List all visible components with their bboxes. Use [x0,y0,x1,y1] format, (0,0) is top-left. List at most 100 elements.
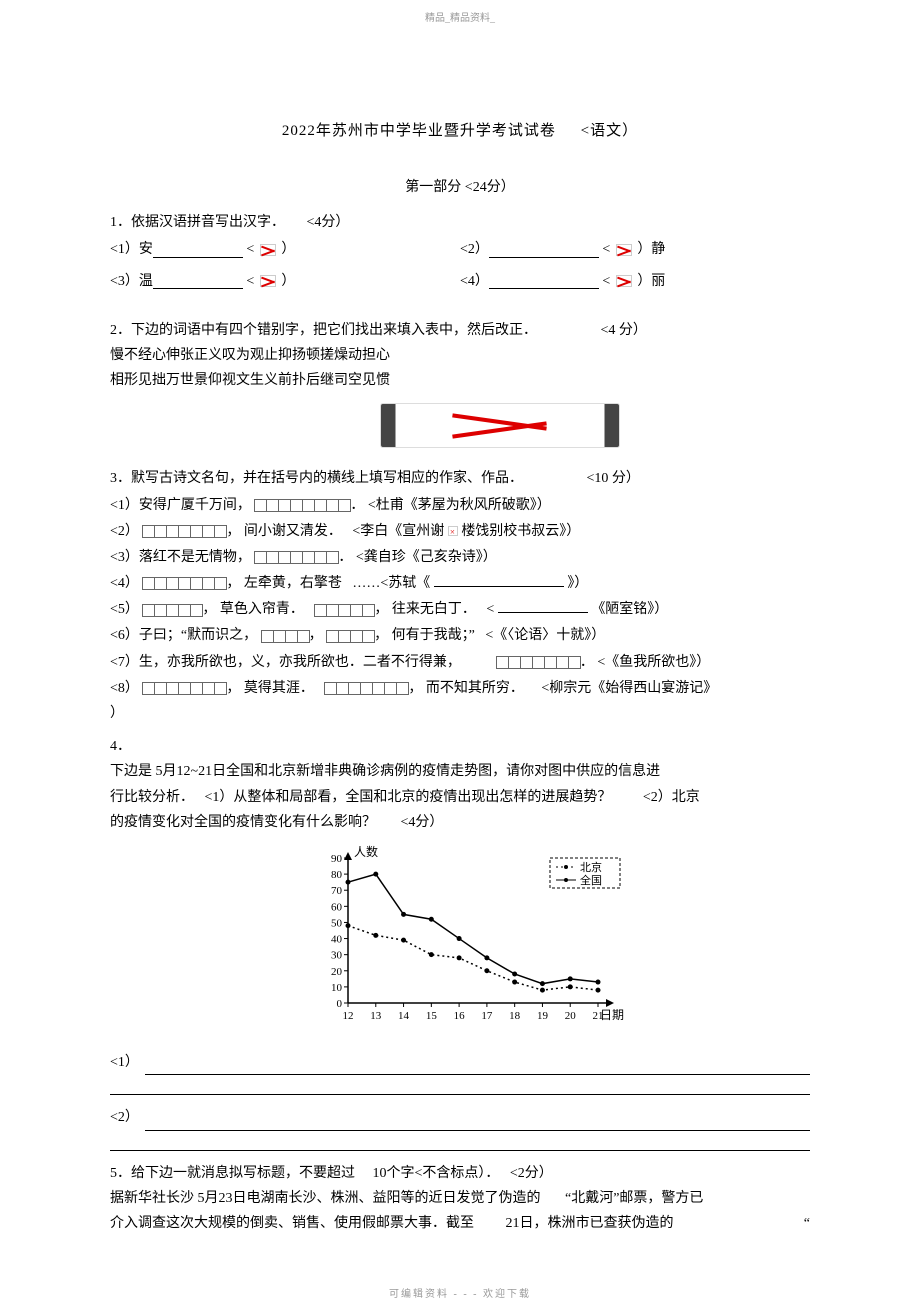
q4-l3a: 的疫情变化对全国的疫情变化有什么影响？ [110,815,376,830]
l8m2: 而不知其所穷． [426,681,524,696]
q4-ans2-label: <2） [110,1105,139,1130]
l2a: <2） [110,524,139,539]
svg-text:全国: 全国 [580,873,602,887]
svg-text:20: 20 [331,966,343,978]
q5-line1: 据新华社长沙 5月23日电湖南长沙、株洲、益阳等的近日发觉了伪造的 “北戴河”邮… [110,1186,810,1211]
answer-boxes [142,602,202,617]
q1-item-2: <2） < ）静 [460,237,810,262]
epidemic-trend-chart: 010203040506070809012131415161718192021人… [310,843,640,1023]
l3a: <3）落红不是无情物， [110,550,251,565]
q4-line3: 的疫情变化对全国的疫情变化有什么影响？ <4分） [110,810,810,835]
svg-text:90: 90 [331,853,343,865]
q1-i4-label: <4） [460,269,489,294]
l5a: <5） [110,602,139,617]
q1-i2-label: <2） [460,237,489,262]
q4-line2: 行比较分析． <1）从整体和局部看，全国和北京的疫情出现出怎样的进展趋势？ <2… [110,785,810,810]
q3-l2: <2） ， 间小谢又清发． <李白《宣州谢 楼饯别校书叔云》） [110,519,810,544]
q5-l2b: 21日，株洲市已查获伪造的 [506,1216,674,1231]
l4b: ……<苏轼《 [352,576,430,591]
question-2: 2．下边的词语中有四个错别字，把它们找出来填入表中，然后改正． <4 分） [110,318,810,343]
q5-mid: 10个字<不含标点）． [373,1166,500,1181]
svg-text:50: 50 [331,917,343,929]
q1-text: 1．依据汉语拼音写出汉字． [110,215,285,230]
q4-l2c: <2）北京 [643,790,700,805]
q5-l1a: 据新华社长沙 5月23日电湖南长沙、株洲、益阳等的近日发觉了伪造的 [110,1191,541,1206]
l5m1: 草色入帘青． [220,602,304,617]
question-5: 5．给下边一就消息拟写标题，不要超过 10个字<不含标点）． <2分） [110,1161,810,1186]
answer-blank [110,1131,810,1151]
q1-i3-label: <3）温 [110,269,153,294]
missing-glyph-icon [260,275,276,287]
author-blank [498,599,588,613]
svg-text:0: 0 [337,998,343,1010]
svg-text:人数: 人数 [354,844,378,859]
answer-boxes [324,681,408,696]
svg-text:16: 16 [454,1010,466,1022]
q5-l1b: “北戴河”邮票，警方已 [565,1191,703,1206]
svg-text:14: 14 [398,1010,410,1022]
q1-item-3: <3）温 < ） [110,269,460,294]
svg-text:30: 30 [331,950,343,962]
answer-boxes [142,681,226,696]
answer-boxes [496,655,580,670]
q5-line2: 介入调查这次大规模的倒卖、销售、使用假邮票大事．截至 21日，株洲市已查获伪造的… [110,1211,810,1236]
svg-text:15: 15 [426,1010,438,1022]
l8b: <柳宗元《始得西山宴游记》 [541,681,717,696]
q2-score: <4 分） [601,323,647,338]
l6a: <6）子曰；“默而识之， [110,628,257,643]
l8c: ） [110,701,810,726]
q4-line1: 下边是 5月12~21日全国和北京新增非典确诊病例的疫情走势图，请你对图中供应的… [110,759,810,784]
l6m: 何有于我哉；” [392,628,475,643]
answer-boxes [314,602,374,617]
l2c: 楼饯别校书叔云》） [461,524,580,539]
q5-text: 5．给下边一就消息拟写标题，不要超过 [110,1166,355,1181]
title-main: 2022年苏州市中学毕业暨升学考试试卷 [282,123,556,139]
l8a: <8） [110,681,139,696]
author-blank [434,573,564,587]
section1-header: 第一部分 <24分） [110,175,810,200]
q3-l4: <4） ， 左牵黄，右擎苍 ……<苏轼《 》） [110,571,810,596]
q1-items: <1）安 < ） <2） < ）静 <3）温 < ） <4） < ）丽 [110,237,810,299]
q3-l6: <6）子曰；“默而识之， ， ， 何有于我哉；” <《〈论语〉十就》） [110,623,810,648]
q2-text: 2．下边的词语中有四个错别字，把它们找出来填入表中，然后改正． [110,323,537,338]
q1-i2-suffix: ）静 [637,237,665,262]
q5-score: <2分） [510,1166,553,1181]
footer-text: 可编辑资料 - - - 欢迎下载 [0,1286,920,1304]
paren-close: ） [281,237,295,262]
svg-text:17: 17 [481,1010,493,1022]
l5m2: 往来无白丁． [392,602,476,617]
q4-ans1-label: <1） [110,1050,139,1075]
q1-i4-suffix: ）丽 [637,269,665,294]
blank [153,242,243,258]
q5-l2a: 介入调查这次大规模的倒卖、销售、使用假邮票大事．截至 [110,1216,474,1231]
q1-i1-label: <1）安 [110,237,153,262]
missing-glyph-icon [616,244,632,256]
q1-item-1: <1）安 < ） [110,237,460,262]
l4a: <4） [110,576,139,591]
l7b: <《鱼我所欲也》） [597,655,710,670]
q3-l8: <8） ， 莫得其涯． ， 而不知其所穷． <柳宗元《始得西山宴游记》 [110,676,810,701]
q3-score: <10 分） [587,471,640,486]
trailing-quote: “ [804,1211,810,1236]
missing-glyph-icon [448,526,458,536]
svg-text:13: 13 [370,1010,382,1022]
l2b: <李白《宣州谢 [352,524,444,539]
answer-blank [145,1113,810,1131]
svg-text:北京: 北京 [580,860,602,874]
blank [489,242,599,258]
q1-score: <4分） [307,215,350,230]
blank [153,273,243,289]
svg-text:日期: 日期 [600,1008,624,1022]
question-4: 4． [110,734,810,759]
q4-answer1: <1） [110,1050,810,1075]
svg-text:10: 10 [331,982,343,994]
q4-l3b: <4分） [401,815,444,830]
blank [489,273,599,289]
q1-item-4: <4） < ）丽 [460,269,810,294]
paren-close: ） [281,269,295,294]
svg-text:19: 19 [537,1010,549,1022]
l2m: 间小谢又清发． [244,524,342,539]
svg-text:60: 60 [331,901,343,913]
svg-text:40: 40 [331,933,343,945]
l1b: <杜甫《茅屋为秋风所破歌》） [368,498,551,513]
